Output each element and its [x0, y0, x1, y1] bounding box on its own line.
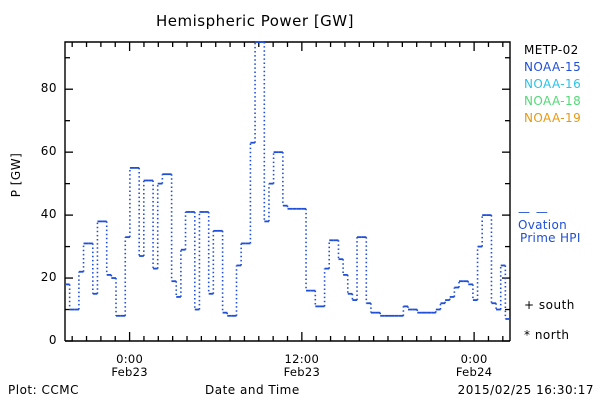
x-tick-date: Feb23	[111, 364, 148, 379]
x-tick-time: 12:00	[284, 352, 320, 366]
legend-label: NOAA-18	[524, 94, 582, 108]
legend-label: NOAA-15	[524, 60, 582, 74]
legend-marker-north: * north	[524, 328, 570, 342]
plot-credit: Plot: CCMC	[8, 383, 79, 397]
legend-item-noaa-16: NOAA-16	[524, 76, 600, 93]
y-tick-label: 80	[40, 81, 57, 96]
legend-item-noaa-18: NOAA-18	[524, 93, 600, 110]
y-tick-label: 60	[40, 144, 57, 159]
x-tick-label: 12:00 Feb23	[267, 353, 337, 378]
legend-marker-label: south	[538, 298, 575, 312]
dashed-line-sample-icon: — —	[518, 205, 549, 219]
x-tick-label: 0:00 Feb23	[95, 353, 165, 378]
y-axis-label: P [GW]	[9, 152, 23, 198]
legend-item-metop-02: METP-02	[524, 42, 600, 59]
plus-marker-icon: +	[524, 298, 535, 312]
satellite-legend: METP-02 NOAA-15 NOAA-16 NOAA-18 NOAA-19	[524, 42, 600, 127]
x-tick-date: Feb24	[455, 364, 493, 379]
y-tick-label: 40	[40, 207, 57, 222]
y-tick-label: 0	[48, 333, 57, 347]
ovation-prime-legend: — — Ovation Prime HPI	[518, 206, 600, 245]
x-axis-label: Date and Time	[205, 383, 300, 397]
legend-label: METP-02	[524, 43, 579, 57]
ovation-legend-line2: Prime HPI	[520, 231, 581, 245]
x-tick-label: 0:00 Feb24	[439, 353, 509, 378]
x-tick-date: Feb23	[283, 364, 321, 379]
legend-label: NOAA-16	[524, 77, 582, 91]
asterisk-marker-icon: *	[524, 328, 531, 342]
legend-marker-label: north	[534, 328, 570, 342]
chart-title: Hemispheric Power [GW]	[156, 12, 354, 30]
ovation-legend-line1: — — Ovation	[518, 206, 600, 232]
legend-label: NOAA-19	[524, 111, 582, 125]
data-series-group	[65, 41, 510, 320]
legend-marker-south: + south	[524, 298, 575, 312]
x-tick-time: 0:00	[460, 352, 488, 366]
x-tick-time: 0:00	[116, 352, 144, 366]
legend-item-noaa-19: NOAA-19	[524, 110, 600, 127]
ovation-label: Ovation	[518, 218, 567, 232]
y-tick-label: 20	[40, 270, 57, 285]
series-noaa-15	[65, 41, 510, 320]
plot-timestamp: 2015/02/25 16:30:17	[457, 383, 594, 397]
plot-axes	[64, 41, 511, 342]
legend-item-noaa-15: NOAA-15	[524, 59, 600, 76]
